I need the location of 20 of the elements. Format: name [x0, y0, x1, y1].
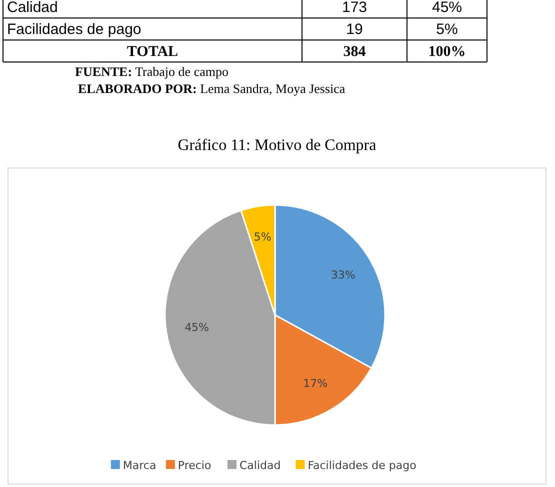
- text: 173: [342, 0, 368, 16]
- legend-label: Facilidades de pago: [308, 459, 417, 472]
- data-label: 5%: [254, 230, 272, 244]
- text: ELABORADO POR: Lema Sandra, Moya Jessica: [78, 81, 346, 96]
- data-label: 33%: [330, 268, 356, 282]
- data-label: 45%: [184, 321, 209, 334]
- legend-label: Marca: [122, 459, 156, 472]
- text: 5%: [436, 21, 458, 38]
- legend-label: Precio: [178, 459, 212, 472]
- text: Calidad: [7, 0, 58, 16]
- text: 100%: [428, 44, 466, 60]
- text: 19: [346, 21, 363, 38]
- text: Facilidades de pago: [7, 21, 142, 38]
- text: 45%: [432, 0, 462, 16]
- source-note: FUENTE: Trabajo de campo: [75, 64, 228, 79]
- text: TOTAL: [126, 44, 178, 60]
- data-label: 17%: [303, 377, 328, 390]
- chart-title: Gráfico 11: Motivo de Compra: [178, 137, 376, 154]
- legend-label: Calidad: [240, 459, 281, 472]
- text: 384: [343, 44, 366, 60]
